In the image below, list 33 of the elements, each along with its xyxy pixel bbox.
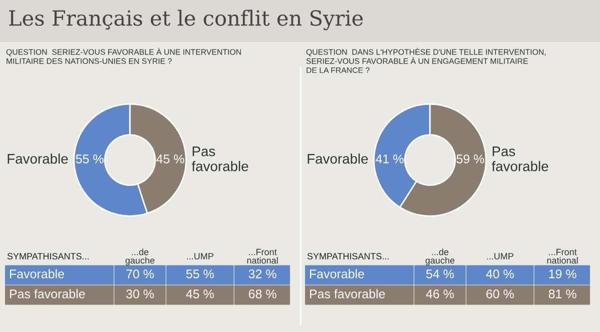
- category-label: ...UMP: [187, 253, 214, 260]
- data-label: 55 %: [76, 154, 104, 164]
- slice-label: Pas favorable: [192, 146, 248, 172]
- category-label: ...Front national: [247, 248, 278, 264]
- category-label: ...de gauche: [126, 248, 154, 266]
- data-label: 46 %: [426, 290, 454, 298]
- data-label: 41 %: [376, 154, 404, 164]
- slice-label: Favorable: [8, 154, 68, 164]
- data-label: 59 %: [456, 154, 484, 164]
- data-label: 40 %: [486, 270, 514, 278]
- data-label: 60 %: [486, 290, 514, 298]
- text: Pas favorable: [310, 289, 385, 298]
- text: SYMPATHISANTS...: [7, 253, 89, 260]
- slice-label: Pas favorable: [492, 146, 548, 172]
- data-label: 45 %: [156, 154, 184, 164]
- data-label: 54 %: [426, 270, 454, 278]
- data-label: 19 %: [549, 270, 576, 278]
- text: Favorable: [310, 269, 364, 278]
- data-label: 55 %: [186, 270, 214, 278]
- category-label: ...Front national: [547, 248, 578, 264]
- category-label: ...de gauche: [426, 248, 454, 266]
- data-label: 30 %: [126, 290, 154, 298]
- text: Pas favorable: [10, 289, 85, 298]
- data-label: 32 %: [248, 270, 276, 278]
- data-label: 68 %: [248, 290, 276, 298]
- text: Favorable: [10, 269, 64, 278]
- data-label: 45 %: [186, 290, 214, 298]
- chart-title: Les Français et le conflit en Syrie: [9, 10, 363, 30]
- data-label: 81 %: [548, 290, 576, 298]
- category-label: ...UMP: [487, 253, 514, 260]
- text: SYMPATHISANTS...: [307, 253, 389, 260]
- slice-label: Favorable: [308, 154, 368, 164]
- data-label: 70 %: [126, 270, 154, 278]
